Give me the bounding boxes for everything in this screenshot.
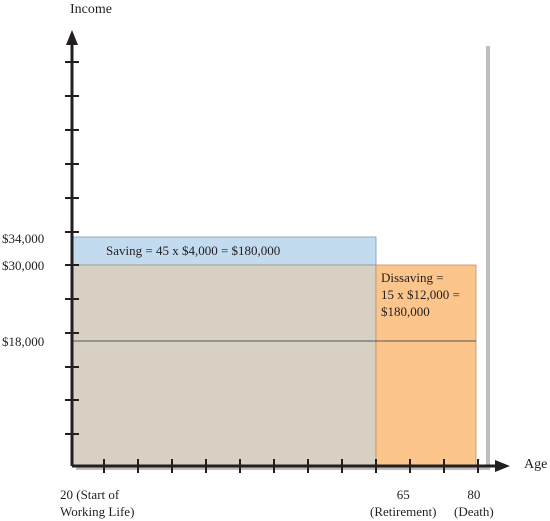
dissaving-annotation: Dissaving = 15 x $12,000 = $180,000	[381, 270, 460, 319]
y-tick-label-30000: $30,000	[2, 258, 45, 273]
x-tick-label-80: 80 (Death)	[454, 487, 494, 519]
y-tick-marks	[65, 61, 79, 435]
y-axis-arrow	[66, 30, 78, 45]
x-axis-arrow	[495, 460, 510, 472]
x-tick-marks	[103, 459, 479, 473]
x-tick-label-65: 65 (Retirement)	[370, 487, 437, 519]
y-tick-label-34000: $34,000	[2, 231, 45, 246]
dissaving-region	[375, 264, 477, 467]
consumption-region	[71, 264, 377, 467]
x-tick-label-20: 20 (Start of Working Life)	[60, 487, 135, 519]
y-tick-label-18000: $18,000	[2, 334, 45, 349]
x-axis-title: Age	[524, 457, 548, 472]
y-axis-title: Income	[70, 2, 112, 17]
saving-annotation: Saving = 45 x $4,000 = $180,000	[106, 243, 281, 258]
